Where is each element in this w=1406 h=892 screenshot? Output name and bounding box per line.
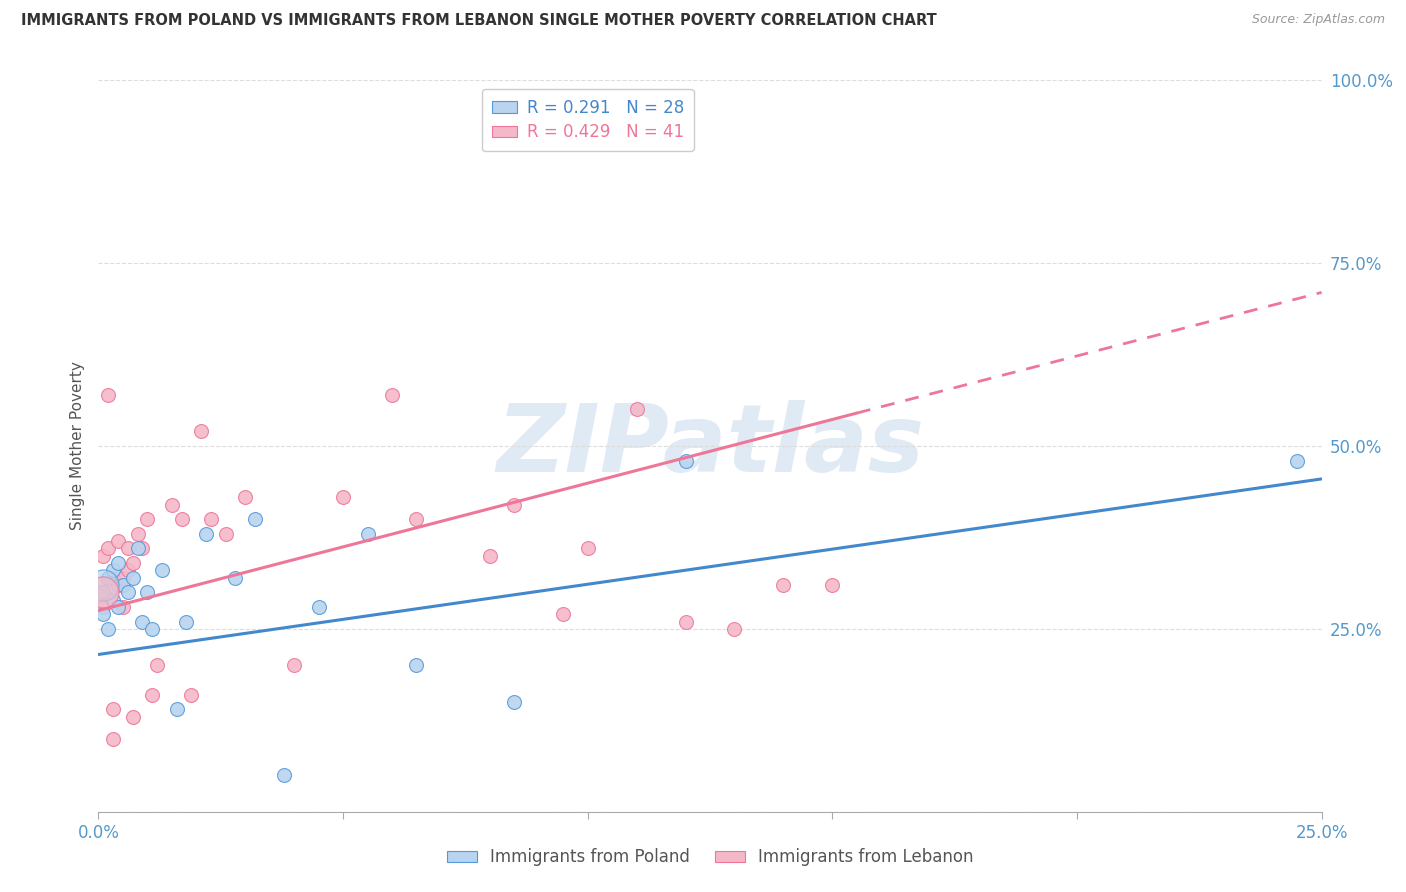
Legend: Immigrants from Poland, Immigrants from Lebanon: Immigrants from Poland, Immigrants from … <box>440 841 980 873</box>
Point <box>233 490 256 504</box>
Point <box>97 388 120 402</box>
Point <box>176 615 198 629</box>
Point <box>141 622 163 636</box>
Point <box>160 498 183 512</box>
Point <box>503 695 526 709</box>
Point <box>478 549 501 563</box>
Point <box>332 490 354 504</box>
Point <box>97 622 120 636</box>
Point <box>97 571 120 585</box>
Point <box>131 615 153 629</box>
Point <box>121 709 143 723</box>
Point <box>91 585 114 599</box>
Point <box>195 526 218 541</box>
Point <box>170 512 193 526</box>
Point <box>166 702 188 716</box>
Point <box>131 541 153 556</box>
Point <box>117 541 139 556</box>
Point <box>675 615 697 629</box>
Point <box>381 388 404 402</box>
Point <box>150 563 173 577</box>
Point <box>127 541 149 556</box>
Text: ZIPatlas: ZIPatlas <box>496 400 924 492</box>
Point <box>200 512 222 526</box>
Point <box>101 592 124 607</box>
Point <box>273 768 295 782</box>
Point <box>107 556 129 570</box>
Point <box>308 599 330 614</box>
Point <box>243 512 266 526</box>
Point <box>405 658 427 673</box>
Point <box>190 425 212 439</box>
Point <box>91 599 114 614</box>
Text: Source: ZipAtlas.com: Source: ZipAtlas.com <box>1251 13 1385 27</box>
Point <box>503 498 526 512</box>
Point <box>675 453 697 467</box>
Point <box>136 512 159 526</box>
Point <box>180 688 202 702</box>
Point <box>283 658 305 673</box>
Point <box>127 526 149 541</box>
Point <box>97 541 120 556</box>
Point <box>214 526 236 541</box>
Point <box>107 534 129 549</box>
Point <box>101 571 124 585</box>
Point <box>723 622 745 636</box>
Point <box>101 702 124 716</box>
Point <box>626 402 648 417</box>
Point <box>224 571 246 585</box>
Point <box>821 578 844 592</box>
Point <box>146 658 169 673</box>
Point <box>141 688 163 702</box>
Point <box>117 585 139 599</box>
Point <box>121 556 143 570</box>
Point <box>107 599 129 614</box>
Point <box>1286 453 1309 467</box>
Point <box>117 563 139 577</box>
Text: IMMIGRANTS FROM POLAND VS IMMIGRANTS FROM LEBANON SINGLE MOTHER POVERTY CORRELAT: IMMIGRANTS FROM POLAND VS IMMIGRANTS FRO… <box>21 13 936 29</box>
Point <box>91 549 114 563</box>
Point <box>107 578 129 592</box>
Point <box>576 541 599 556</box>
Point <box>121 571 143 585</box>
Point <box>772 578 794 592</box>
Point <box>91 585 114 599</box>
Point <box>101 731 124 746</box>
Point <box>91 578 114 592</box>
Point <box>136 585 159 599</box>
Point <box>101 563 124 577</box>
Point <box>91 585 114 599</box>
Point <box>111 599 134 614</box>
Y-axis label: Single Mother Poverty: Single Mother Poverty <box>70 361 86 531</box>
Point <box>111 571 134 585</box>
Point <box>405 512 427 526</box>
Point <box>111 578 134 592</box>
Point <box>356 526 378 541</box>
Point <box>91 607 114 622</box>
Point <box>553 607 575 622</box>
